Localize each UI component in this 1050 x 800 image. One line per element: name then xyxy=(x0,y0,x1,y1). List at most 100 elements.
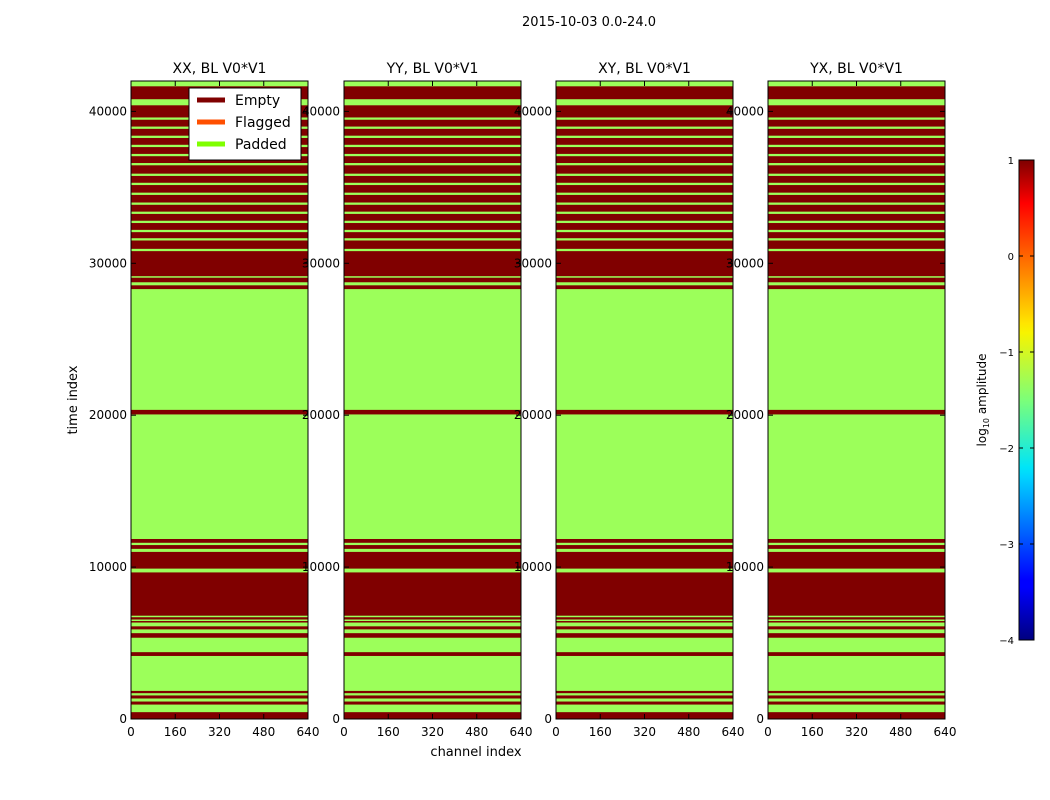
padded-band xyxy=(556,238,733,241)
padded-band xyxy=(556,163,733,166)
panel-0: XX, BL V0*V1 0 160 320 480 640 0 10000 20000 3000… xyxy=(89,61,320,739)
y-tick-label: 20000 xyxy=(726,408,764,422)
padded-band xyxy=(344,655,521,691)
colorbar-tick-label: −2 xyxy=(999,444,1014,455)
padded-band xyxy=(344,548,521,552)
padded-band xyxy=(131,568,308,573)
figure-title: 2015-10-03 0.0-24.0 xyxy=(522,15,656,30)
padded-band xyxy=(556,629,733,634)
padded-band xyxy=(768,229,945,233)
y-tick-label: 10000 xyxy=(726,560,764,574)
padded-band xyxy=(768,144,945,148)
x-tick-label: 0 xyxy=(552,725,560,739)
x-tick-label: 160 xyxy=(377,725,400,739)
x-tick-label: 640 xyxy=(722,725,745,739)
padded-band xyxy=(131,248,308,252)
padded-band xyxy=(556,153,733,157)
padded-band xyxy=(344,117,521,120)
padded-band xyxy=(131,289,308,410)
panel-title: XX, BL V0*V1 xyxy=(173,61,267,77)
padded-band xyxy=(131,414,308,539)
padded-band xyxy=(768,153,945,157)
padded-band xyxy=(344,289,521,410)
padded-band xyxy=(556,211,733,214)
padded-band xyxy=(768,126,945,129)
y-tick-label: 30000 xyxy=(514,256,552,270)
y-tick-label: 40000 xyxy=(89,104,127,118)
padded-band xyxy=(131,655,308,691)
padded-band xyxy=(768,202,945,205)
x-tick-label: 640 xyxy=(934,725,957,739)
y-tick-label: 30000 xyxy=(89,256,127,270)
x-tick-label: 480 xyxy=(465,725,488,739)
padded-band xyxy=(556,276,733,278)
padded-band xyxy=(131,202,308,205)
padded-band xyxy=(344,542,521,546)
padded-band xyxy=(556,220,733,224)
y-tick-label: 0 xyxy=(544,712,552,726)
padded-band xyxy=(768,629,945,634)
y-tick-label: 0 xyxy=(756,712,764,726)
padded-band xyxy=(556,698,733,702)
padded-band xyxy=(344,182,521,186)
padded-band xyxy=(768,248,945,252)
y-tick-label: 20000 xyxy=(514,408,552,422)
x-tick-label: 320 xyxy=(845,725,868,739)
padded-band xyxy=(768,135,945,138)
padded-band xyxy=(344,637,521,653)
padded-band xyxy=(344,99,521,106)
colorbar-tick-label: 0 xyxy=(1008,252,1014,263)
padded-band xyxy=(344,248,521,252)
padded-band xyxy=(344,568,521,573)
padded-band xyxy=(556,229,733,233)
padded-band xyxy=(344,211,521,214)
padded-band xyxy=(344,163,521,166)
padded-band xyxy=(344,153,521,157)
padded-band xyxy=(768,276,945,278)
padded-band xyxy=(131,698,308,702)
y-tick-label: 10000 xyxy=(89,560,127,574)
colorbar-tick-label: −1 xyxy=(999,348,1014,359)
padded-band xyxy=(768,637,945,653)
padded-band xyxy=(556,117,733,120)
y-tick-label: 30000 xyxy=(726,256,764,270)
padded-band xyxy=(556,192,733,195)
colorbar-tick-label: −3 xyxy=(999,540,1014,551)
padded-band xyxy=(131,276,308,278)
colorbar-ticks: 1 0 −1 −2 −3 −4 xyxy=(999,156,1034,647)
padded-band xyxy=(131,229,308,233)
panels: XX, BL V0*V1 0 160 320 480 640 0 10000 20000 3000… xyxy=(89,61,957,739)
padded-band xyxy=(131,211,308,214)
padded-band xyxy=(768,163,945,166)
y-tick-label: 0 xyxy=(119,712,127,726)
y-tick-label: 40000 xyxy=(514,104,552,118)
x-tick-label: 320 xyxy=(633,725,656,739)
padded-band xyxy=(768,238,945,241)
padded-band xyxy=(131,220,308,224)
x-tick-label: 160 xyxy=(164,725,187,739)
y-axis-label: time index xyxy=(66,365,81,434)
padded-band xyxy=(556,144,733,148)
padded-band xyxy=(344,414,521,539)
x-tick-label: 480 xyxy=(252,725,275,739)
padded-band xyxy=(344,282,521,286)
x-tick-label: 0 xyxy=(127,725,135,739)
padded-band xyxy=(344,276,521,278)
padded-band xyxy=(344,202,521,205)
padded-band xyxy=(131,192,308,195)
colorbar-label-prefix: log xyxy=(975,428,989,446)
padded-band xyxy=(768,568,945,573)
padded-band xyxy=(131,693,308,696)
colorbar: 10−1−2−3−4 log10 amplitude xyxy=(975,156,1035,647)
panel-1: YY, BL V0*V1 0 160 320 480 640 0 10000 20000 3000… xyxy=(302,61,533,739)
padded-band xyxy=(768,698,945,702)
padded-band xyxy=(556,548,733,552)
padded-band xyxy=(344,238,521,241)
padded-band xyxy=(131,542,308,546)
padded-band xyxy=(131,637,308,653)
x-tick-label: 0 xyxy=(340,725,348,739)
legend: Empty Flagged Padded xyxy=(188,87,302,161)
panel-title: XY, BL V0*V1 xyxy=(598,61,691,77)
padded-band xyxy=(344,126,521,129)
padded-band xyxy=(556,414,733,539)
